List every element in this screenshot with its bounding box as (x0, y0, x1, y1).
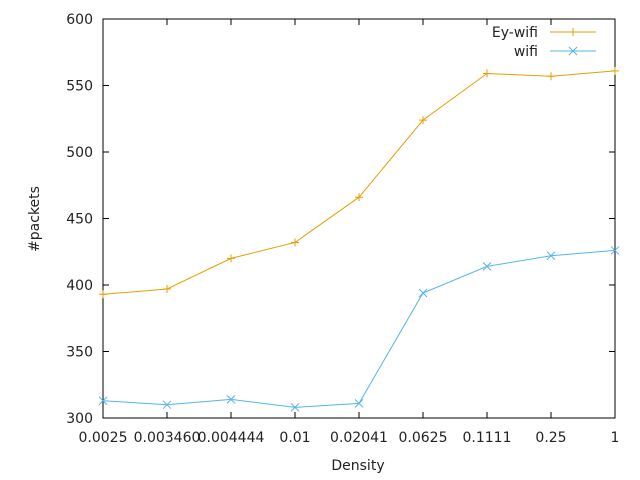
data-point-ey-wifi (291, 238, 299, 247)
x-tick-label: 1 (611, 430, 620, 446)
data-point-wifi (482, 262, 492, 271)
x-tick-label: 0.1111 (463, 430, 512, 446)
x-tick-label: 0.25 (535, 430, 566, 446)
data-point-ey-wifi (227, 254, 235, 263)
series-wifi (98, 246, 620, 412)
x-tick-label: 0.0025 (79, 430, 128, 446)
data-point-wifi (354, 399, 364, 408)
y-tick-label: 600 (66, 12, 93, 28)
legend-marker-ey-wifi (569, 28, 577, 36)
plot-frame (102, 18, 616, 419)
x-tick-label: 0.003460 (134, 430, 201, 446)
data-point-ey-wifi (547, 72, 555, 81)
data-point-wifi (418, 288, 428, 298)
data-point-wifi (226, 395, 236, 404)
y-tick-label: 550 (66, 79, 93, 95)
x-tick-label: 0.01 (279, 430, 310, 446)
x-tick-label: 0.004444 (198, 430, 265, 446)
y-tick-label: 450 (66, 212, 93, 228)
y-tick-label: 400 (66, 278, 93, 294)
x-axis-label: Density (331, 458, 384, 474)
series-line-ey-wifi (102, 70, 616, 295)
y-tick-label: 300 (66, 411, 93, 427)
y-tick-label: 350 (66, 345, 93, 361)
y-axis: 300 350 400 450 500 550 600 (66, 12, 615, 427)
data-point-wifi (162, 400, 172, 410)
data-point-wifi (290, 403, 300, 412)
legend-label-ey-wifi: Ey-wifi (492, 25, 538, 41)
data-point-ey-wifi (99, 290, 107, 299)
data-point-wifi (610, 246, 620, 255)
series-layer (98, 66, 620, 412)
x-tick-label: 0.02041 (330, 430, 388, 446)
data-point-wifi (546, 251, 556, 261)
legend-marker-wifi (568, 46, 578, 56)
y-tick-label: 500 (66, 145, 93, 161)
x-tick-label: 0.0625 (399, 430, 448, 446)
data-point-wifi (98, 396, 108, 406)
legend-label-wifi: wifi (514, 44, 538, 60)
data-point-ey-wifi (483, 69, 491, 78)
legend: Ey-wifi wifi (492, 25, 596, 60)
y-axis-label: #packets (27, 186, 43, 252)
data-point-ey-wifi (163, 284, 171, 293)
series-ey-wifi (99, 66, 619, 299)
series-line-wifi (102, 249, 616, 408)
data-point-ey-wifi (419, 116, 427, 125)
data-point-ey-wifi (355, 193, 363, 202)
data-point-ey-wifi (611, 66, 619, 75)
